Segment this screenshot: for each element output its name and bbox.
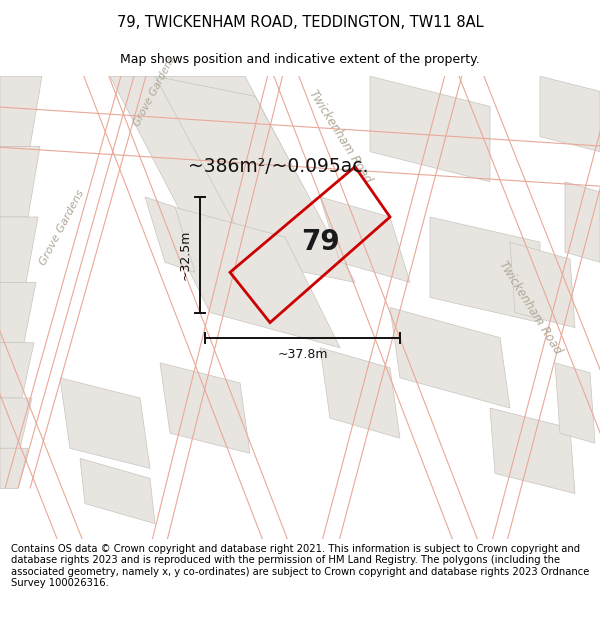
- Polygon shape: [555, 362, 595, 443]
- Polygon shape: [0, 398, 32, 448]
- Polygon shape: [390, 308, 510, 408]
- Polygon shape: [0, 448, 28, 489]
- Polygon shape: [0, 76, 42, 147]
- Polygon shape: [110, 76, 285, 288]
- Polygon shape: [0, 342, 34, 398]
- Polygon shape: [540, 76, 600, 152]
- Text: 79: 79: [301, 228, 340, 256]
- Polygon shape: [510, 242, 575, 328]
- Polygon shape: [320, 197, 410, 282]
- Text: Grove Gardens: Grove Gardens: [132, 54, 178, 128]
- Text: Grove Gardens: Grove Gardens: [38, 188, 86, 266]
- Text: ~32.5m: ~32.5m: [179, 229, 192, 280]
- Polygon shape: [0, 282, 36, 342]
- Polygon shape: [370, 76, 490, 182]
- Polygon shape: [165, 76, 345, 268]
- Polygon shape: [160, 362, 250, 453]
- Text: Contains OS data © Crown copyright and database right 2021. This information is : Contains OS data © Crown copyright and d…: [11, 544, 589, 588]
- Polygon shape: [80, 458, 155, 524]
- Polygon shape: [430, 217, 540, 322]
- Text: ~386m²/~0.095ac.: ~386m²/~0.095ac.: [188, 158, 368, 176]
- Polygon shape: [0, 217, 38, 282]
- Text: ~37.8m: ~37.8m: [277, 348, 328, 361]
- Polygon shape: [155, 76, 355, 282]
- Polygon shape: [565, 182, 600, 262]
- Polygon shape: [60, 378, 150, 468]
- Polygon shape: [490, 408, 575, 494]
- Text: Twickenham Road: Twickenham Road: [306, 88, 374, 186]
- Text: Twickenham Road: Twickenham Road: [496, 259, 564, 356]
- Polygon shape: [0, 147, 40, 217]
- Polygon shape: [320, 348, 400, 438]
- Polygon shape: [145, 197, 195, 272]
- Text: Map shows position and indicative extent of the property.: Map shows position and indicative extent…: [120, 53, 480, 66]
- Polygon shape: [155, 202, 340, 348]
- Text: 79, TWICKENHAM ROAD, TEDDINGTON, TW11 8AL: 79, TWICKENHAM ROAD, TEDDINGTON, TW11 8A…: [116, 16, 484, 31]
